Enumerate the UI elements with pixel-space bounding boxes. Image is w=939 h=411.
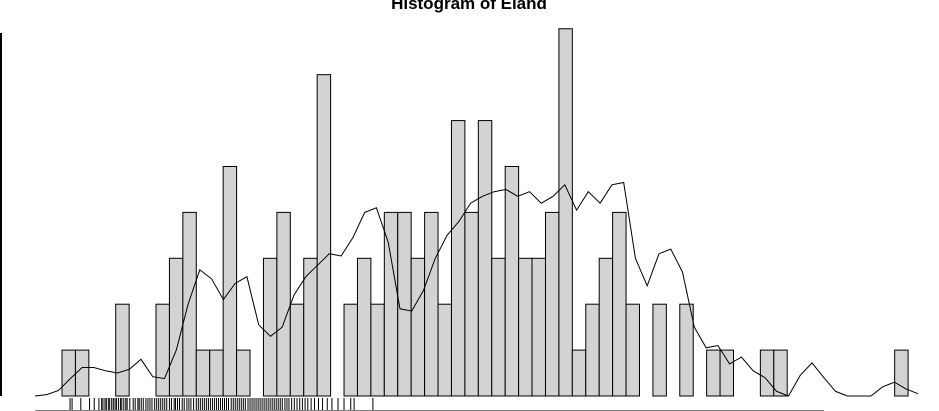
histogram-bar — [168, 257, 184, 397]
histogram-bar — [115, 303, 130, 397]
histogram-bar — [437, 303, 452, 397]
histogram-bar — [531, 257, 546, 397]
histogram-bars — [61, 28, 909, 397]
histogram-bar — [343, 303, 358, 397]
histogram-bar — [370, 303, 385, 397]
histogram-bar — [182, 211, 197, 397]
histogram-bar — [222, 165, 238, 397]
histogram-bar — [612, 211, 627, 397]
histogram-bar — [518, 257, 533, 397]
histogram-bar — [706, 349, 721, 397]
histogram-bar — [383, 211, 399, 397]
histogram-bar — [276, 211, 291, 397]
histogram-bar — [356, 257, 372, 397]
histogram-bar — [759, 349, 775, 397]
histogram-bar — [262, 257, 278, 397]
histogram-bar — [61, 349, 76, 397]
histogram-bar — [424, 211, 439, 397]
histogram-bar — [558, 28, 573, 397]
histogram-bar — [625, 303, 640, 397]
rug-marks — [69, 398, 374, 410]
histogram-bar — [303, 257, 318, 397]
histogram-bar — [410, 257, 426, 397]
histogram-bar — [236, 349, 251, 397]
histogram-bar — [477, 120, 493, 397]
histogram-bar — [464, 211, 479, 397]
histogram-bar — [316, 74, 332, 397]
histogram-bar — [155, 303, 170, 397]
histogram-bar — [719, 349, 735, 397]
histogram-bar — [397, 211, 412, 397]
histogram-bar — [598, 257, 614, 397]
histogram-bar — [679, 303, 694, 397]
histogram-bar — [74, 349, 90, 397]
histogram-bar — [544, 211, 560, 397]
density-curve — [34, 181, 919, 397]
histogram-bar — [289, 303, 305, 397]
histogram-bar — [585, 303, 600, 397]
histogram-bar — [504, 165, 520, 397]
histogram-bar — [571, 349, 587, 397]
histogram-bar — [209, 349, 224, 397]
histogram-bar — [450, 120, 466, 397]
histogram-bar — [195, 349, 211, 397]
histogram-bar — [652, 303, 667, 397]
histogram-bar — [773, 349, 788, 397]
histogram-bar — [491, 257, 506, 397]
chart-title: Histogram of Eland — [391, 0, 547, 13]
